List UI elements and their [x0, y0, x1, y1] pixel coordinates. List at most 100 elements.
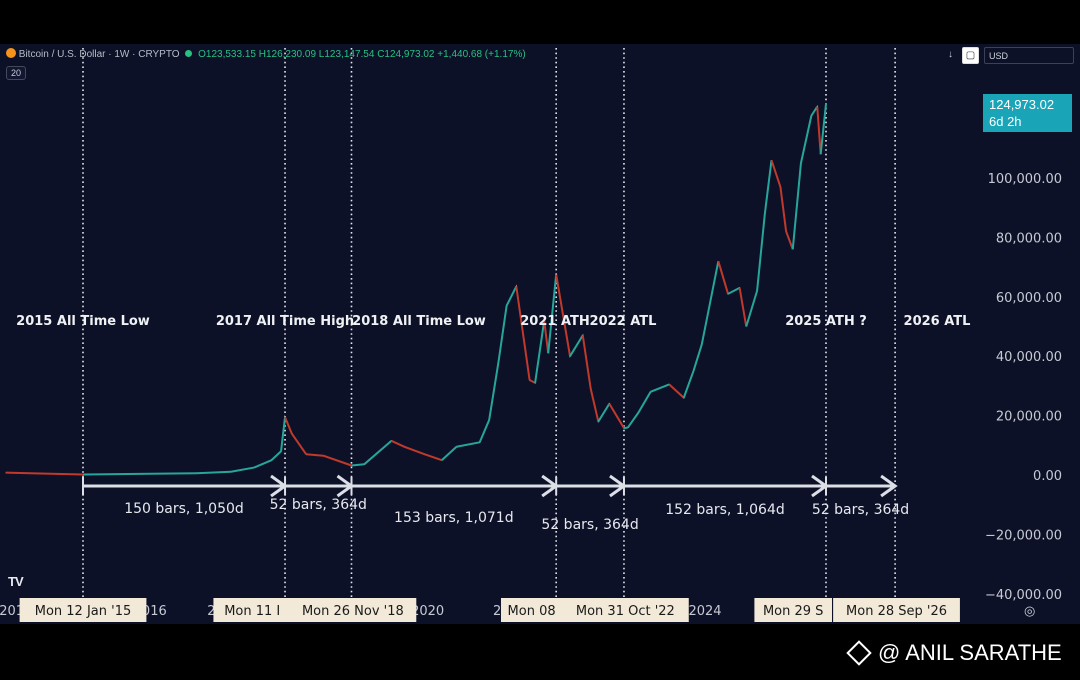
x-date-box	[833, 598, 960, 622]
price-segment	[40, 472, 84, 476]
price-segment	[534, 320, 546, 384]
change-value: +1,440.68 (+1.17%)	[437, 49, 526, 60]
status-dot	[185, 50, 193, 57]
range-label: 52 bars, 364d	[541, 517, 638, 533]
binance-icon	[846, 640, 872, 666]
low-value: L123,147.54	[318, 49, 375, 60]
range-label: 52 bars, 364d	[812, 502, 909, 518]
x-tick-label: 201	[0, 604, 24, 619]
event-label: 2026 ATL	[904, 314, 971, 329]
y-tick-label: 100,000.00	[988, 172, 1062, 187]
event-label: 2017 All Time High	[216, 314, 354, 329]
author-watermark: @ ANIL SARATHE	[846, 640, 1062, 666]
price-segment	[637, 391, 652, 414]
price-line	[5, 103, 827, 476]
price-segment	[745, 290, 759, 327]
x-date-box	[289, 598, 417, 622]
range-arrow-head	[880, 474, 898, 498]
open-value: O123,533.15	[198, 49, 256, 60]
price-segment	[819, 103, 827, 155]
price-segment	[196, 470, 231, 475]
price-segment	[770, 159, 782, 188]
x-date-box	[754, 598, 832, 622]
settings-gear-icon[interactable]: ◎	[1024, 603, 1036, 618]
x-date-label: Mon 11 I	[224, 604, 280, 619]
author-name: @ ANIL SARATHE	[878, 640, 1062, 665]
price-segment	[547, 274, 558, 354]
price-segment	[799, 115, 813, 164]
symbol-title[interactable]: Bitcoin / U.S. Dollar · 1W · CRYPTO	[18, 49, 180, 60]
price-chart[interactable]: 100,000.00 80,000.00 60,000.00 40,000.00 20,…	[0, 44, 1080, 624]
price-segment	[306, 453, 324, 457]
x-date-label: Mon 26 Nov '18	[302, 604, 404, 619]
price-segment	[692, 344, 703, 372]
price-segment	[363, 440, 393, 466]
price-segment	[650, 383, 670, 393]
last-price: 124,973.02	[989, 97, 1055, 112]
price-segment	[280, 416, 287, 452]
price-segment	[763, 160, 773, 214]
price-segment	[756, 213, 766, 291]
price-segment	[555, 274, 572, 357]
price-segment	[390, 439, 405, 448]
x-date-box	[19, 598, 147, 622]
y-tick-label: 40,000.00	[996, 350, 1062, 365]
range-label: 52 bars, 364d	[270, 497, 367, 513]
y-tick-label: 80,000.00	[996, 231, 1062, 246]
price-segment	[682, 370, 695, 399]
price-segment	[810, 106, 819, 117]
x-tick-label: 2024	[688, 604, 721, 619]
price-segment	[569, 334, 584, 357]
price-segment	[791, 163, 802, 250]
y-tick-label: 60,000.00	[996, 291, 1062, 306]
x-date-label: Mon 08	[508, 604, 556, 619]
price-segment	[717, 260, 729, 295]
price-segment	[497, 305, 508, 363]
event-label: 2018 All Time Low	[352, 314, 486, 329]
high-value: H126,230.09	[258, 49, 317, 60]
price-segment	[270, 450, 282, 461]
price-segment	[478, 419, 491, 443]
price-segment	[627, 412, 640, 429]
last-price-tag: 124,973.02 6d 2h	[983, 94, 1072, 132]
close-value: C124,973.02	[377, 49, 435, 60]
y-tick-label: 20,000.00	[996, 410, 1062, 425]
price-segment	[230, 466, 255, 473]
symbol-header: Bitcoin / U.S. Dollar · 1W · CRYPTO O123…	[6, 48, 526, 60]
price-segment	[290, 432, 307, 455]
event-label: 2015 All Time Low	[16, 314, 150, 329]
download-icon[interactable]: ↓	[948, 49, 953, 60]
price-segment	[700, 260, 720, 345]
y-tick-label: −20,000.00	[985, 528, 1062, 543]
price-segment	[505, 285, 518, 307]
price-segment	[779, 186, 788, 232]
y-tick-label: 0.00	[1033, 469, 1062, 484]
indicator-badge[interactable]: 20	[6, 66, 27, 80]
price-segment	[543, 320, 550, 354]
bitcoin-icon	[6, 48, 16, 58]
x-date-box	[500, 598, 563, 622]
price-segment	[515, 286, 531, 381]
price-segment	[668, 383, 685, 399]
price-segment	[727, 287, 741, 295]
x-tick-label: 2020	[411, 604, 444, 619]
price-segment	[623, 426, 629, 430]
price-segment	[597, 403, 611, 423]
y-tick-label: −40,000.00	[985, 588, 1062, 603]
price-segment	[323, 454, 352, 467]
price-segment	[441, 446, 458, 461]
range-label: 153 bars, 1,071d	[394, 510, 514, 526]
currency-select[interactable]: USD	[984, 47, 1074, 64]
event-label: 2025 ATH ?	[785, 314, 867, 329]
range-label: 150 bars, 1,050d	[124, 501, 244, 517]
snapshot-icon[interactable]: ▢	[962, 47, 979, 64]
price-segment	[284, 416, 293, 434]
chart-area[interactable]: 100,000.00 80,000.00 60,000.00 40,000.00 20,…	[0, 44, 1080, 624]
price-segment	[424, 453, 443, 462]
x-date-label: Mon 12 Jan '15	[35, 604, 132, 619]
price-segment	[456, 441, 480, 448]
x-date-box	[561, 598, 689, 622]
x-date-label: Mon 29 S	[763, 604, 823, 619]
tradingview-logo[interactable]: TV	[8, 574, 24, 589]
